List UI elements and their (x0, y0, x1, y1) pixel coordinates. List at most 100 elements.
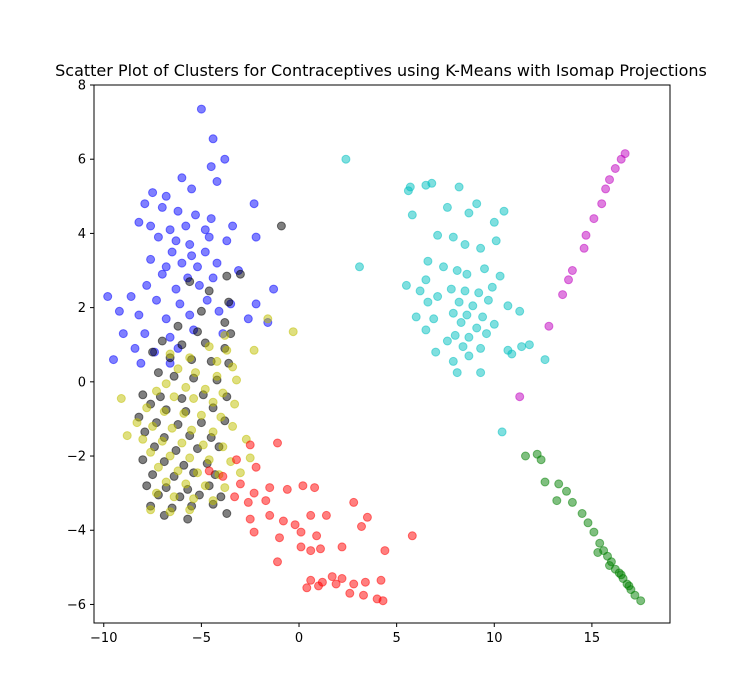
data-point-cluster-3-57 (220, 483, 230, 493)
data-point-cluster-2-16 (148, 347, 158, 357)
data-point-cluster-4-41 (360, 577, 370, 587)
data-point-cluster-4-8 (249, 488, 259, 498)
data-point-cluster-3-15 (161, 379, 171, 389)
data-point-cluster-3-6 (249, 345, 259, 355)
data-point-cluster-4-36 (306, 575, 316, 585)
data-point-cluster-7-25 (552, 496, 562, 506)
data-point-cluster-4-32 (306, 546, 316, 556)
data-point-cluster-1-25 (204, 232, 214, 242)
data-point-cluster-5-27 (460, 286, 470, 296)
data-point-cluster-5-8 (472, 199, 482, 209)
data-point-cluster-5-62 (452, 368, 462, 378)
data-point-cluster-2-39 (140, 427, 150, 437)
data-point-cluster-2-5 (204, 286, 214, 296)
data-point-cluster-5-16 (460, 240, 470, 249)
data-point-cluster-5-50 (482, 329, 491, 339)
y-tick-label: 8 (78, 79, 86, 94)
data-point-cluster-4-15 (310, 483, 320, 493)
data-point-cluster-1-4 (206, 162, 216, 172)
data-point-cluster-1-50 (251, 299, 261, 309)
y-tick-label: −4 (67, 524, 86, 539)
data-point-cluster-1-5 (177, 173, 187, 183)
data-point-cluster-5-64 (497, 427, 507, 437)
data-point-cluster-2-13 (177, 340, 187, 350)
data-point-cluster-3-34 (208, 427, 218, 437)
y-tick-label: 4 (78, 227, 86, 242)
data-point-cluster-5-14 (433, 230, 443, 240)
data-point-cluster-2-3 (222, 271, 232, 281)
data-point-cluster-5-55 (517, 342, 527, 352)
data-point-cluster-1-22 (153, 232, 163, 242)
data-point-cluster-2-25 (138, 390, 148, 400)
data-point-cluster-1-12 (173, 206, 183, 216)
data-point-cluster-4-44 (314, 581, 323, 591)
data-point-cluster-5-58 (448, 356, 458, 366)
data-point-cluster-2-7 (196, 306, 206, 316)
data-point-cluster-1-17 (165, 225, 175, 235)
data-point-cluster-6-9 (597, 199, 607, 209)
data-point-cluster-3-21 (189, 394, 199, 403)
data-point-cluster-3-31 (148, 421, 158, 431)
data-point-cluster-4-45 (331, 579, 341, 589)
data-point-cluster-1-10 (140, 199, 150, 209)
data-point-cluster-5-33 (454, 297, 464, 307)
data-point-cluster-6-4 (564, 275, 573, 285)
data-point-cluster-1-2 (208, 134, 218, 144)
data-point-cluster-5-63 (476, 368, 486, 378)
data-point-cluster-5-40 (478, 312, 488, 322)
data-point-cluster-1-8 (187, 184, 197, 194)
data-point-cluster-4-5 (218, 471, 228, 481)
data-point-cluster-1-11 (157, 202, 167, 212)
data-point-cluster-1-13 (191, 210, 200, 220)
data-point-cluster-6-6 (579, 243, 589, 253)
data-point-cluster-2-69 (222, 509, 232, 518)
data-point-cluster-1-32 (161, 262, 171, 272)
data-point-cluster-1-16 (146, 221, 156, 231)
data-point-cluster-4-39 (337, 574, 347, 583)
data-point-cluster-5-39 (462, 310, 472, 320)
data-point-cluster-3-1 (263, 314, 273, 324)
data-point-cluster-5-34 (468, 301, 478, 311)
data-point-cluster-1-35 (212, 258, 222, 268)
data-point-cluster-3-20 (169, 392, 179, 402)
data-point-cluster-1-45 (126, 292, 136, 301)
data-point-cluster-3-8 (185, 353, 195, 363)
data-point-cluster-3-22 (208, 397, 218, 407)
data-point-cluster-3-19 (152, 386, 161, 396)
data-point-cluster-5-15 (448, 232, 458, 242)
data-point-cluster-5-11 (442, 202, 452, 212)
data-point-cluster-3-32 (167, 423, 177, 433)
data-point-cluster-5-26 (446, 284, 456, 294)
x-tick-label: −5 (192, 631, 211, 646)
data-point-cluster-4-23 (249, 527, 259, 537)
data-point-cluster-2-6 (224, 297, 234, 307)
data-point-cluster-5-38 (448, 308, 458, 318)
data-point-cluster-5-47 (421, 325, 431, 335)
data-point-cluster-1-66 (109, 355, 118, 365)
data-point-cluster-5-59 (464, 351, 474, 361)
data-point-cluster-6-8 (589, 214, 599, 224)
points-layer (103, 104, 646, 606)
data-point-cluster-7-5 (562, 486, 571, 496)
data-point-cluster-4-16 (245, 514, 255, 524)
data-point-cluster-3-51 (193, 468, 202, 478)
data-point-cluster-4-18 (278, 516, 288, 526)
data-point-cluster-2-1 (276, 221, 286, 231)
data-point-cluster-7-22 (605, 561, 614, 570)
data-point-cluster-2-27 (177, 394, 187, 403)
data-point-cluster-4-40 (349, 579, 359, 589)
data-point-cluster-5-29 (487, 282, 497, 292)
data-point-cluster-7-7 (577, 509, 587, 518)
data-point-cluster-3-30 (132, 418, 142, 428)
data-point-cluster-1-40 (142, 280, 152, 290)
data-point-cluster-3-38 (157, 436, 167, 446)
data-point-cluster-7-10 (595, 538, 605, 548)
data-point-cluster-4-10 (282, 484, 292, 494)
data-point-cluster-4-38 (327, 572, 337, 582)
data-point-cluster-3-3 (220, 330, 230, 340)
y-tick-label: −6 (67, 598, 86, 613)
data-point-cluster-4-19 (290, 520, 300, 530)
data-point-cluster-3-46 (204, 455, 214, 465)
data-point-cluster-5-49 (464, 332, 474, 342)
data-point-cluster-7-26 (536, 455, 546, 465)
